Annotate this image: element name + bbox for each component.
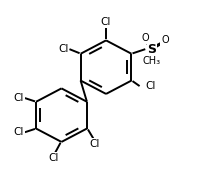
Text: Cl: Cl — [146, 81, 156, 91]
Text: S: S — [147, 43, 156, 56]
Text: Cl: Cl — [58, 44, 69, 54]
Text: O: O — [161, 35, 169, 45]
Text: Cl: Cl — [48, 153, 59, 163]
Text: O: O — [141, 33, 149, 43]
Text: Cl: Cl — [14, 127, 24, 137]
Text: Cl: Cl — [14, 93, 24, 103]
Text: Cl: Cl — [101, 17, 111, 27]
Text: CH₃: CH₃ — [143, 56, 161, 66]
Text: Cl: Cl — [90, 139, 100, 149]
